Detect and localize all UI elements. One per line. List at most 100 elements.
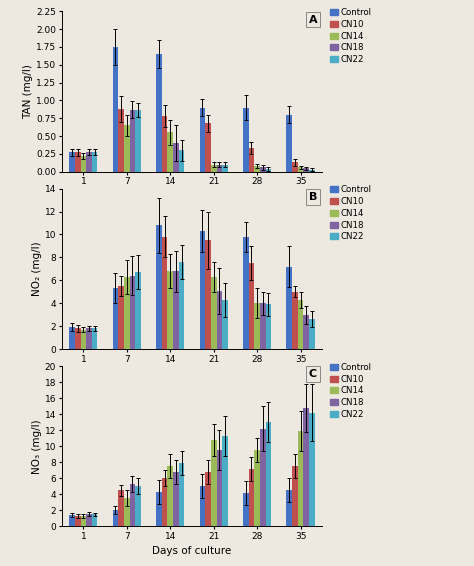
Bar [243,108,249,171]
Bar [156,492,162,526]
Bar [249,148,255,171]
Bar [217,290,222,349]
Bar [298,168,303,171]
Bar [286,267,292,349]
Bar [69,327,75,349]
Bar [129,110,135,171]
Bar [200,231,205,349]
Bar [292,466,298,526]
Bar [75,516,81,526]
Bar [211,277,217,349]
Bar [205,472,211,526]
Bar [303,168,309,171]
Bar [135,272,141,349]
Bar [86,328,92,349]
Bar [265,169,271,171]
Bar [243,237,249,349]
Bar [86,152,92,171]
Bar [118,286,124,349]
Bar [173,271,179,349]
Bar [217,165,222,171]
Bar [69,152,75,171]
Bar [156,54,162,171]
Bar [162,237,167,349]
Bar [113,47,118,171]
Bar [135,110,141,171]
Bar [124,125,129,171]
Bar [135,486,141,526]
Bar [298,431,303,526]
Bar [309,170,315,171]
Bar [249,263,255,349]
Bar [309,413,315,526]
Bar [129,276,135,349]
Bar [167,466,173,526]
Bar [118,109,124,171]
Bar [92,514,98,526]
Bar [75,328,81,349]
Bar [179,151,184,171]
Bar [173,143,179,171]
Bar [255,450,260,526]
Bar [173,472,179,526]
Bar [243,492,249,526]
Bar [292,162,298,171]
Bar [69,515,75,526]
X-axis label: Days of culture: Days of culture [152,547,232,556]
Bar [249,469,255,526]
Bar [292,291,298,349]
Bar [303,408,309,526]
Bar [200,486,205,526]
Legend: Control, CN10, CN14, CN18, CN22: Control, CN10, CN14, CN18, CN22 [330,8,372,64]
Bar [124,498,129,526]
Bar [265,305,271,349]
Bar [118,490,124,526]
Bar [179,262,184,349]
Bar [86,513,92,526]
Bar [162,478,167,526]
Bar [113,288,118,349]
Bar [92,152,98,171]
Bar [222,165,228,171]
Legend: Control, CN10, CN14, CN18, CN22: Control, CN10, CN14, CN18, CN22 [330,186,372,242]
Bar [222,300,228,349]
Bar [113,511,118,526]
Text: A: A [309,15,317,24]
Bar [205,240,211,349]
Bar [179,463,184,526]
Text: B: B [309,192,317,202]
Bar [303,315,309,349]
Bar [255,303,260,349]
Bar [260,428,265,526]
Bar [167,271,173,349]
Text: C: C [309,369,317,379]
Y-axis label: NO₃ (mg/l): NO₃ (mg/l) [32,419,42,474]
Bar [286,115,292,171]
Legend: Control, CN10, CN14, CN18, CN22: Control, CN10, CN14, CN18, CN22 [330,363,372,419]
Bar [129,484,135,526]
Bar [200,108,205,171]
Bar [260,168,265,171]
Y-axis label: NO₂ (mg/l): NO₂ (mg/l) [32,242,42,296]
Bar [222,436,228,526]
Bar [309,319,315,349]
Bar [265,422,271,526]
Bar [255,166,260,171]
Bar [260,303,265,349]
Bar [217,450,222,526]
Bar [211,165,217,171]
Bar [167,132,173,171]
Bar [162,116,167,171]
Bar [75,152,81,171]
Bar [156,225,162,349]
Bar [124,277,129,349]
Bar [211,440,217,526]
Y-axis label: TAN (mg/l): TAN (mg/l) [23,64,33,119]
Bar [81,329,86,349]
Bar [286,490,292,526]
Bar [92,328,98,349]
Bar [298,300,303,349]
Bar [81,516,86,526]
Bar [81,156,86,171]
Bar [205,123,211,171]
